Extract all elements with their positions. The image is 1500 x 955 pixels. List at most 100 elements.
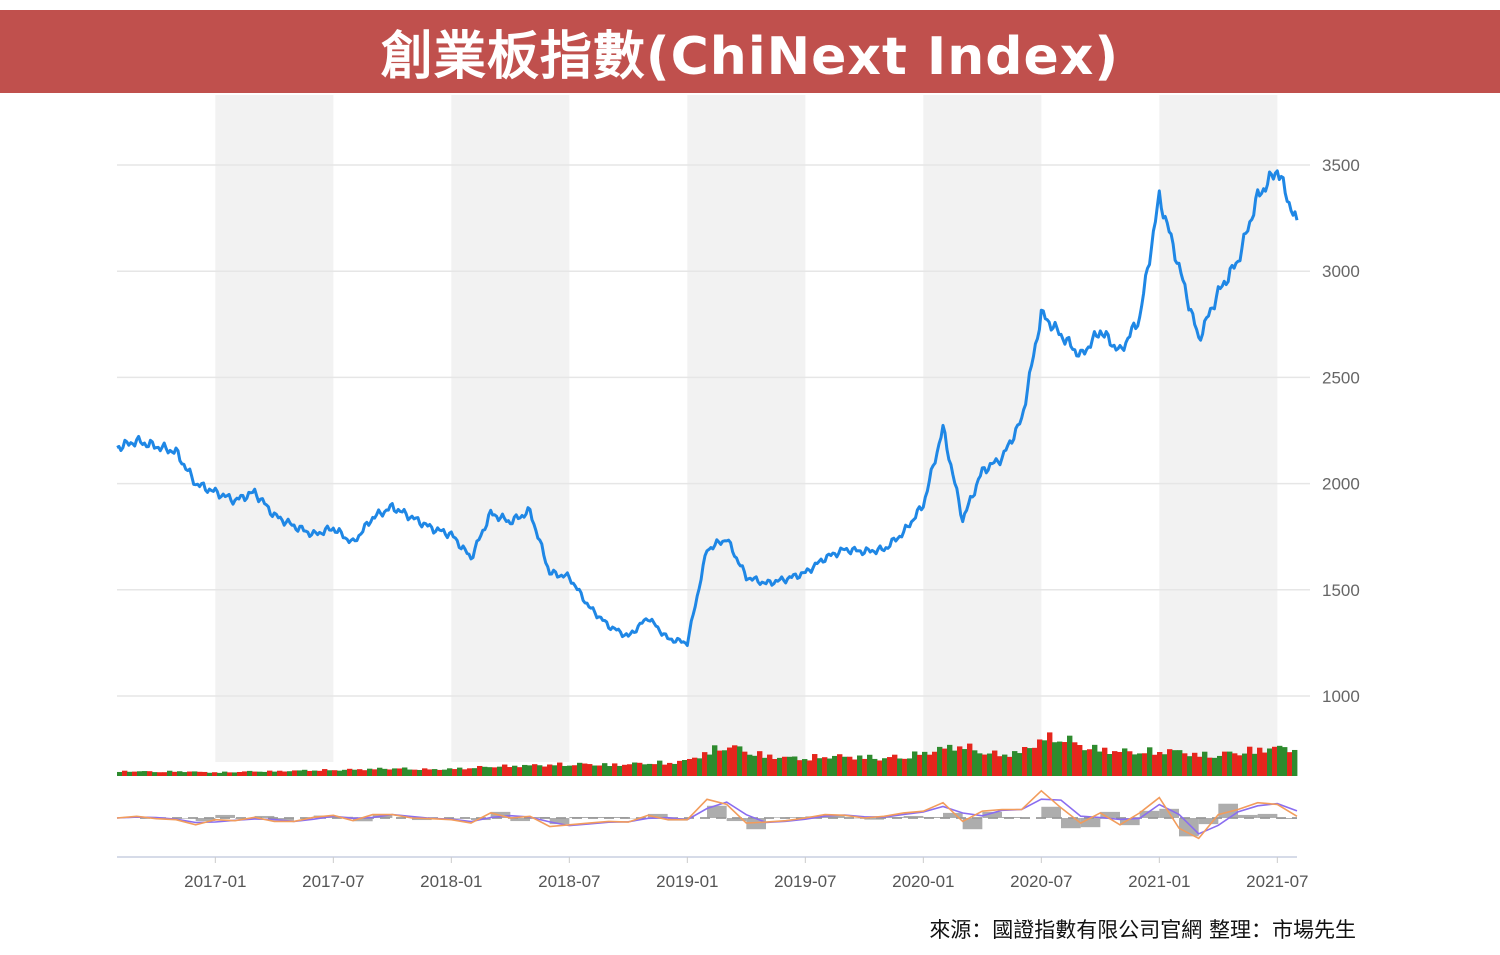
oscillator-bar bbox=[1080, 818, 1101, 828]
volume-bar bbox=[147, 771, 153, 776]
volume-bar bbox=[312, 770, 318, 776]
oscillator-bar bbox=[510, 818, 530, 822]
volume-bar bbox=[997, 756, 1003, 776]
volume-bar bbox=[987, 753, 993, 776]
index-point bbox=[273, 514, 276, 517]
volume-bar bbox=[332, 770, 338, 776]
x-tick-label: 2021-07 bbox=[1246, 872, 1308, 891]
volume-bar bbox=[1287, 752, 1293, 776]
volume-bar bbox=[357, 769, 363, 776]
volume-bar bbox=[1037, 739, 1043, 776]
volume-bar bbox=[257, 771, 263, 776]
volume-bar bbox=[552, 765, 558, 776]
volume-bar bbox=[607, 766, 613, 776]
volume-bar bbox=[482, 766, 488, 776]
volume-bar bbox=[1042, 740, 1048, 776]
x-tick-label: 2021-01 bbox=[1128, 872, 1190, 891]
volume-bar bbox=[1177, 750, 1183, 776]
volume-bar bbox=[557, 762, 563, 776]
oscillator-bar bbox=[1198, 818, 1219, 825]
volume-bar bbox=[502, 764, 508, 776]
volume-bar bbox=[372, 769, 378, 776]
volume-bar bbox=[642, 764, 648, 776]
volume-bar bbox=[957, 746, 963, 776]
volume-bar bbox=[217, 772, 223, 776]
volume-bar bbox=[567, 765, 573, 776]
index-point bbox=[568, 576, 571, 579]
volume-bar bbox=[1032, 747, 1038, 776]
index-point bbox=[666, 637, 669, 640]
volume-bar bbox=[882, 758, 888, 776]
index-point bbox=[470, 556, 473, 559]
volume-bar bbox=[562, 765, 568, 776]
volume-bar bbox=[252, 771, 258, 776]
volume-bar bbox=[532, 764, 538, 776]
volume-bar bbox=[627, 764, 633, 776]
oscillator-bar bbox=[825, 815, 845, 818]
x-tick-label: 2020-01 bbox=[892, 872, 954, 891]
volume-bar bbox=[1067, 735, 1073, 776]
volume-bar bbox=[1077, 745, 1083, 776]
index-point bbox=[214, 491, 217, 494]
volume-bar bbox=[632, 762, 638, 776]
volume-bar bbox=[117, 771, 123, 776]
volume-bar bbox=[392, 768, 398, 776]
volume-bar bbox=[362, 770, 368, 776]
volume-bar bbox=[707, 754, 713, 776]
index-point bbox=[332, 527, 335, 530]
volume-bar bbox=[142, 771, 148, 776]
volume-bar bbox=[192, 771, 198, 776]
volume-bar bbox=[927, 754, 933, 776]
volume-bar bbox=[737, 746, 743, 776]
index-point bbox=[116, 446, 119, 449]
volume-bar bbox=[412, 769, 418, 776]
volume-bar bbox=[1242, 753, 1248, 776]
oscillator-bar bbox=[1238, 814, 1258, 818]
volume-bar bbox=[307, 770, 313, 776]
volume-bar bbox=[157, 772, 163, 776]
index-point bbox=[548, 571, 551, 574]
index-point bbox=[489, 512, 492, 515]
volume-bar bbox=[1142, 753, 1148, 776]
volume-bar bbox=[657, 760, 663, 776]
volume-bar bbox=[237, 771, 243, 776]
volume-bar bbox=[472, 768, 478, 776]
source-note: 來源：國證指數有限公司官網 整理：市場先生 bbox=[929, 918, 1356, 942]
index-point bbox=[1217, 291, 1220, 294]
y-tick-label: 1500 bbox=[1322, 581, 1360, 600]
volume-bar bbox=[1292, 749, 1298, 776]
index-point bbox=[883, 548, 886, 551]
oscillator-bar bbox=[648, 813, 668, 818]
oscillator-line-b bbox=[116, 798, 1298, 835]
oscillator-bar bbox=[766, 817, 786, 818]
oscillator-bar bbox=[530, 816, 550, 818]
index-point bbox=[1158, 195, 1161, 198]
index-point bbox=[391, 505, 394, 508]
volume-bar bbox=[212, 772, 218, 776]
volume-bar bbox=[772, 759, 778, 776]
volume-bar bbox=[242, 771, 248, 776]
index-point bbox=[902, 531, 905, 534]
volume-bar bbox=[1227, 751, 1233, 776]
volume-bar bbox=[382, 768, 388, 776]
volume-bar bbox=[982, 754, 988, 776]
index-point bbox=[765, 582, 768, 585]
volume-bar bbox=[977, 753, 983, 776]
volume-bar bbox=[1102, 747, 1108, 776]
oscillator-bar bbox=[1002, 816, 1022, 818]
volume-bar bbox=[522, 764, 528, 776]
volume-bar bbox=[1212, 757, 1218, 776]
volume-bar bbox=[697, 758, 703, 776]
oscillator-bar bbox=[746, 818, 766, 830]
oscillator-bar bbox=[1041, 806, 1061, 818]
volume-bar bbox=[692, 757, 698, 776]
x-tick-label: 2018-07 bbox=[538, 872, 600, 891]
x-tick-label: 2017-07 bbox=[302, 872, 364, 891]
volume-bar bbox=[1257, 747, 1263, 776]
volume-bar bbox=[477, 765, 483, 776]
y-tick-label: 2000 bbox=[1322, 475, 1360, 494]
volume-bar bbox=[857, 755, 863, 776]
volume-bar bbox=[867, 754, 873, 776]
volume-bar bbox=[387, 769, 393, 776]
